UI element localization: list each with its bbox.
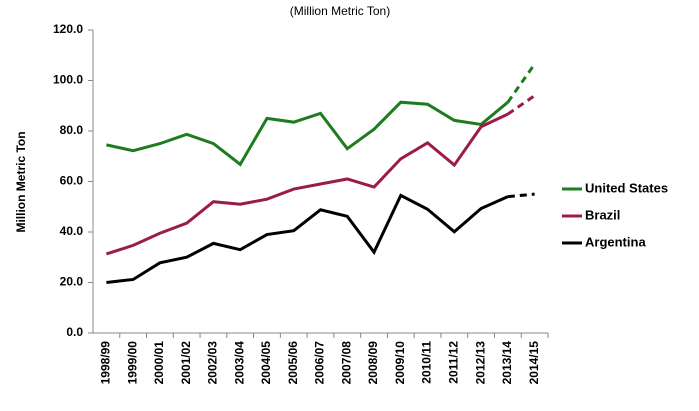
x-tick-label: 2008/09 xyxy=(366,341,380,385)
legend-label: Argentina xyxy=(585,234,646,249)
y-tick-label: 20.0 xyxy=(60,275,84,289)
x-tick-label: 2013/14 xyxy=(500,341,514,385)
x-tick-label: 2011/12 xyxy=(446,341,460,384)
x-tick-label: 2010/11 xyxy=(420,341,434,384)
x-tick-label: 2001/02 xyxy=(179,341,193,385)
x-tick-label: 2006/07 xyxy=(313,341,327,385)
x-tick-label: 2004/05 xyxy=(259,341,273,385)
x-tick-label: 2009/10 xyxy=(393,341,407,385)
projection-line xyxy=(507,192,535,199)
x-tick-label: 2003/04 xyxy=(232,341,246,385)
y-tick-label: 0.0 xyxy=(66,325,83,339)
series-line xyxy=(106,100,509,167)
x-tick-label: 1999/00 xyxy=(125,341,139,385)
legend-label: Brazil xyxy=(585,207,620,222)
series-line xyxy=(105,112,509,256)
x-tick-label: 2012/13 xyxy=(473,341,487,385)
y-tick-label: 120.0 xyxy=(53,22,83,36)
y-tick-label: 100.0 xyxy=(53,73,83,87)
x-tick-label: 2005/06 xyxy=(286,341,300,385)
legend-label: United States xyxy=(585,180,668,195)
x-tick-label: 2007/08 xyxy=(339,341,353,385)
projection-line xyxy=(506,63,536,104)
x-tick-label: 2014/15 xyxy=(527,341,541,385)
series-line xyxy=(106,193,509,284)
y-tick-label: 80.0 xyxy=(60,123,84,137)
chart-subtitle: (Million Metric Ton) xyxy=(290,4,390,18)
x-tick-label: 2002/03 xyxy=(206,341,220,385)
x-tick-label: 2000/01 xyxy=(152,341,166,385)
y-axis-label: Million Metric Ton xyxy=(14,131,28,232)
x-tick-label: 1998/99 xyxy=(99,341,113,385)
y-tick-label: 40.0 xyxy=(60,224,84,238)
y-tick-label: 60.0 xyxy=(60,174,84,188)
projection-line xyxy=(507,94,536,116)
